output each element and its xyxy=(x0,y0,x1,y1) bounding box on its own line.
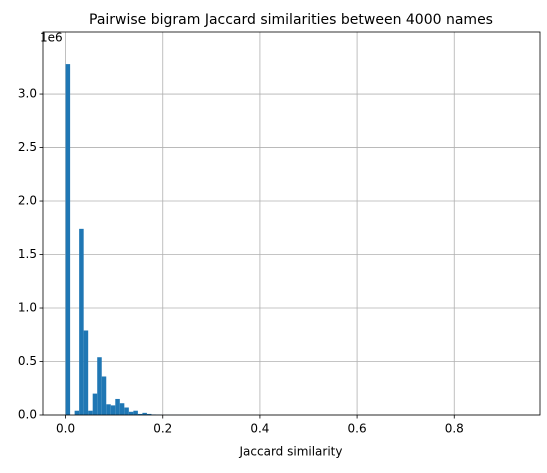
bar xyxy=(111,405,116,415)
y-tick-label: 1.5 xyxy=(18,247,37,261)
bar xyxy=(133,411,138,415)
bar xyxy=(79,229,84,415)
bar xyxy=(120,403,125,415)
bar xyxy=(93,394,98,415)
bar xyxy=(66,64,71,415)
y-tick-label: 3.0 xyxy=(18,87,37,101)
y-tick-label: 2.0 xyxy=(18,194,37,208)
bar xyxy=(97,357,102,415)
x-tick-label: 0.6 xyxy=(348,422,367,436)
bar xyxy=(75,411,80,415)
bar xyxy=(115,399,120,415)
x-tick-label: 0.0 xyxy=(56,422,75,436)
x-tick-label: 0.2 xyxy=(153,422,172,436)
bar xyxy=(88,411,93,415)
y-tick-label: 0.5 xyxy=(18,354,37,368)
plot-frame xyxy=(43,32,540,415)
y-tick-label: 2.5 xyxy=(18,140,37,154)
x-tick-label: 0.8 xyxy=(445,422,464,436)
x-tick-label: 0.4 xyxy=(250,422,269,436)
chart-title: Pairwise bigram Jaccard similarities bet… xyxy=(89,12,493,28)
y-tick-label: 1.0 xyxy=(18,301,37,315)
bar xyxy=(106,404,111,415)
bar xyxy=(102,376,107,415)
x-axis-label: Jaccard similarity xyxy=(239,445,343,459)
bar xyxy=(129,412,134,415)
bar xyxy=(84,330,89,415)
y-tick-label: 0.0 xyxy=(18,408,37,422)
bar xyxy=(124,408,129,415)
